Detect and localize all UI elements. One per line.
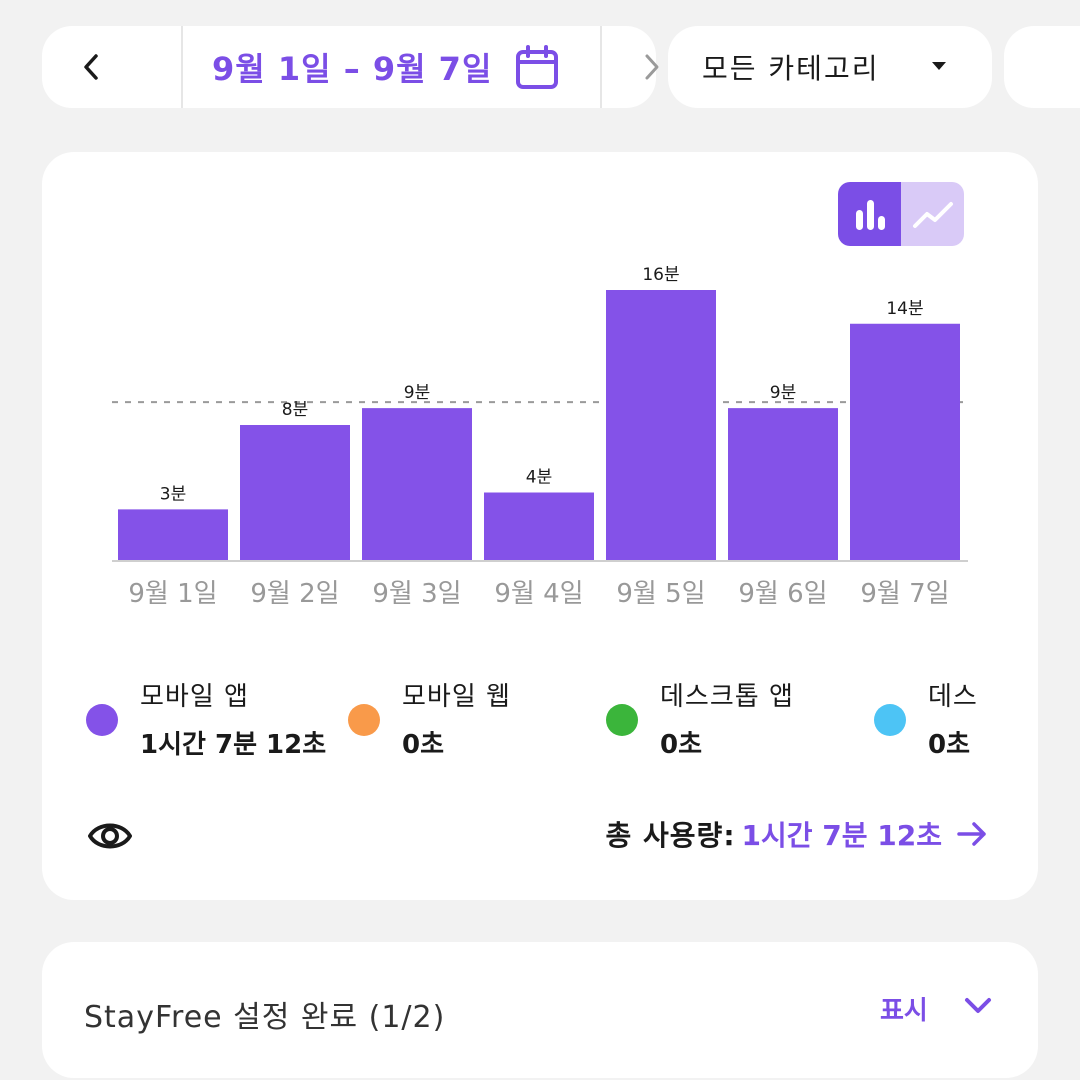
x-tick-label: 9월 7일 xyxy=(860,579,949,609)
bar-value-label: 14분 xyxy=(886,299,923,319)
total-usage-label: 총 사용량: xyxy=(605,819,736,852)
total-usage[interactable]: 총 사용량: 1시간 7분 12초 xyxy=(606,814,988,854)
chart-bar[interactable] xyxy=(240,425,350,560)
x-tick-label: 9월 5일 xyxy=(616,579,705,609)
next-week-button[interactable] xyxy=(622,26,682,108)
legend-value: 0초 xyxy=(402,730,445,760)
bar-value-label: 3분 xyxy=(160,484,186,504)
chart-bar[interactable] xyxy=(606,290,716,560)
divider xyxy=(600,26,602,108)
chart-bar[interactable] xyxy=(362,408,472,560)
chart-bar[interactable] xyxy=(118,509,228,560)
eye-icon[interactable] xyxy=(86,812,134,860)
overflow-filter-pill[interactable] xyxy=(1004,26,1080,108)
chevron-down-icon[interactable] xyxy=(962,994,994,1018)
legend-color-dot xyxy=(86,704,118,736)
bar-value-label: 16분 xyxy=(642,265,679,285)
legend-color-dot xyxy=(874,704,906,736)
line-chart-icon xyxy=(912,202,953,228)
legend-color-dot xyxy=(348,704,380,736)
calendar-icon[interactable] xyxy=(512,43,562,93)
legend-name: 데스 xyxy=(928,682,978,712)
legend-name: 모바일 웹 xyxy=(402,682,511,712)
setup-progress-card[interactable]: StayFree 설정 완료 (1/2) 표시 xyxy=(42,942,1038,1078)
legend-value: 1시간 7분 12초 xyxy=(140,730,327,760)
legend-name: 모바일 앱 xyxy=(140,682,249,712)
date-range-selector: 9월 1일 – 9월 7일 xyxy=(42,26,659,108)
show-button[interactable]: 표시 xyxy=(880,996,928,1026)
category-label: 모든 카테고리 xyxy=(702,52,880,85)
bar-value-label: 9분 xyxy=(770,383,796,403)
category-dropdown[interactable]: 모든 카테고리 xyxy=(668,26,992,108)
bar-value-label: 9분 xyxy=(404,383,430,403)
divider xyxy=(181,26,183,108)
chart-type-toggle[interactable] xyxy=(838,182,964,246)
x-tick-label: 9월 2일 xyxy=(250,579,339,609)
legend-name: 데스크톱 앱 xyxy=(660,682,794,712)
usage-bar-chart: 3분 9월 1일 8분 9월 2일 9분 9월 3일 4분 9월 4일 16분 9월 5일 9분 9월… xyxy=(112,265,968,609)
bar-chart-toggle[interactable] xyxy=(838,182,901,246)
legend-value: 0초 xyxy=(660,730,703,760)
legend-color-dot xyxy=(606,704,638,736)
chart-bar[interactable] xyxy=(850,323,960,560)
caret-down-icon xyxy=(932,62,946,70)
chart-bar[interactable] xyxy=(728,408,838,560)
chevron-left-icon xyxy=(83,54,98,80)
bar-value-label: 8분 xyxy=(282,400,308,420)
arrow-right-icon[interactable] xyxy=(956,820,988,848)
total-usage-value: 1시간 7분 12초 xyxy=(741,819,942,852)
chart-bar[interactable] xyxy=(484,492,594,561)
bar-value-label: 4분 xyxy=(526,468,552,488)
prev-week-button[interactable] xyxy=(42,26,139,108)
usage-chart-card: 3분 9월 1일 8분 9월 2일 9분 9월 3일 4분 9월 4일 16분 9월 5일 9분 9월… xyxy=(42,152,1038,900)
legend-value: 0초 xyxy=(928,730,971,760)
date-range-label[interactable]: 9월 1일 – 9월 7일 xyxy=(212,50,493,88)
x-tick-label: 9월 6일 xyxy=(738,579,827,609)
bar-chart-icon xyxy=(855,200,885,230)
line-chart-toggle[interactable] xyxy=(901,182,964,246)
x-tick-label: 9월 1일 xyxy=(128,579,217,609)
x-tick-label: 9월 4일 xyxy=(494,579,583,609)
chevron-right-icon xyxy=(645,54,659,80)
setup-title: StayFree 설정 완료 (1/2) xyxy=(84,1000,446,1035)
x-tick-label: 9월 3일 xyxy=(372,579,461,609)
